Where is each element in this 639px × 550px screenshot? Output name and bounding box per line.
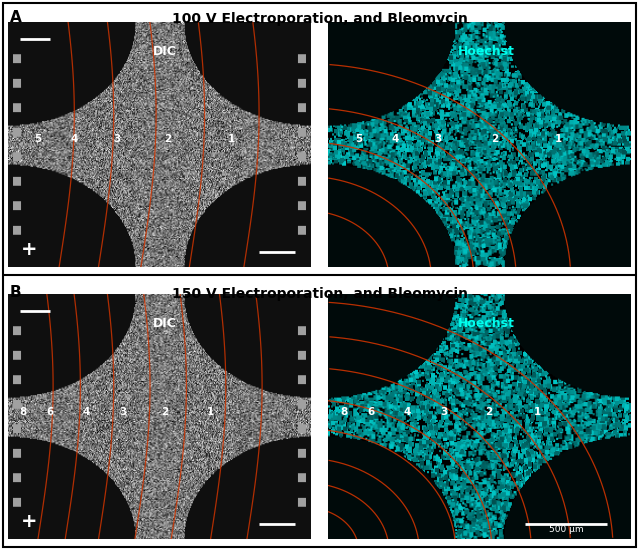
Text: +: +: [20, 513, 37, 531]
Text: 3: 3: [434, 135, 441, 145]
Text: 2: 2: [162, 407, 169, 417]
Text: 4: 4: [403, 407, 411, 417]
Text: 8: 8: [340, 407, 347, 417]
Text: DIC: DIC: [153, 317, 177, 330]
Text: 4: 4: [392, 135, 399, 145]
Text: +: +: [20, 240, 37, 259]
Text: 4: 4: [71, 135, 78, 145]
Text: Hoechst: Hoechst: [458, 45, 514, 58]
Text: 1: 1: [207, 407, 214, 417]
Text: 150 V Electroporation, and Bleomycin: 150 V Electroporation, and Bleomycin: [171, 287, 468, 301]
Text: 1: 1: [555, 135, 562, 145]
Text: 6: 6: [47, 407, 54, 417]
Text: 2: 2: [491, 135, 498, 145]
Text: 3: 3: [119, 407, 127, 417]
Text: 5: 5: [35, 135, 42, 145]
Text: 6: 6: [367, 407, 374, 417]
Text: 5: 5: [355, 135, 362, 145]
Text: 500 μm: 500 μm: [549, 525, 583, 534]
Text: 1: 1: [228, 135, 235, 145]
Text: 3: 3: [113, 135, 120, 145]
Text: 1: 1: [534, 407, 541, 417]
Text: B: B: [10, 285, 21, 300]
Text: 100 V Electroporation, and Bleomycin: 100 V Electroporation, and Bleomycin: [171, 12, 468, 26]
Text: Hoechst: Hoechst: [458, 317, 514, 330]
Text: 8: 8: [19, 407, 26, 417]
Text: A: A: [10, 10, 21, 25]
Text: 4: 4: [82, 407, 90, 417]
Text: 3: 3: [440, 407, 447, 417]
Text: 2: 2: [486, 407, 493, 417]
Text: DIC: DIC: [153, 45, 177, 58]
Text: 2: 2: [165, 135, 172, 145]
